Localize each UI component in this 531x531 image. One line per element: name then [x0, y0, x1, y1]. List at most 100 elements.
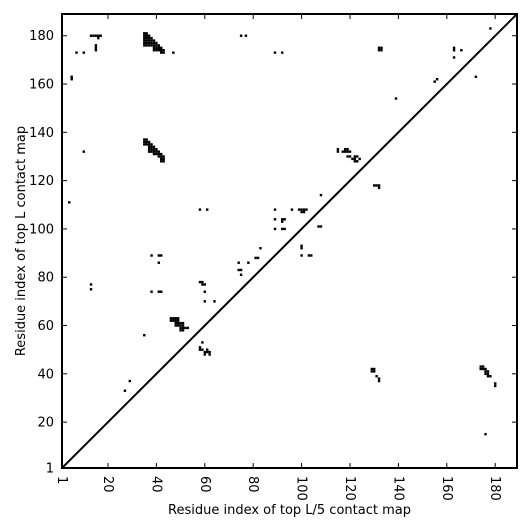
contact-point: [300, 208, 303, 211]
contact-point: [346, 150, 349, 153]
contact-point: [157, 150, 161, 153]
contact-point: [172, 319, 175, 322]
contact-point: [82, 150, 85, 153]
contact-point: [145, 143, 148, 146]
contact-point: [157, 290, 161, 293]
x-axis-label: Residue index of top L/5 contact map: [168, 503, 411, 518]
contact-point: [356, 155, 359, 158]
contact-point: [150, 254, 153, 257]
contact-point: [181, 324, 185, 327]
contact-point: [94, 46, 98, 50]
x-tick-label: 100: [294, 476, 309, 501]
contact-point: [150, 150, 153, 153]
contact-point: [198, 208, 202, 211]
contact-point: [155, 46, 158, 50]
contact-point: [155, 152, 158, 156]
contact-point: [481, 367, 485, 371]
contact-point: [474, 75, 478, 78]
contact-point: [348, 150, 352, 153]
contact-point: [377, 184, 381, 187]
contact-point: [160, 155, 163, 158]
contact-point: [203, 290, 206, 293]
x-tick-label: 1: [54, 476, 69, 484]
contact-point: [281, 51, 284, 54]
contact-point: [370, 367, 373, 371]
contact-point: [157, 44, 161, 47]
contact-point: [351, 157, 354, 161]
contact-point: [283, 227, 286, 231]
contact-point: [377, 186, 381, 190]
contact-point: [97, 34, 100, 37]
contact-point: [94, 44, 98, 47]
contact-point: [152, 41, 156, 45]
x-tick-label: 60: [197, 476, 212, 493]
contact-point: [162, 155, 165, 158]
contact-point: [94, 34, 98, 37]
contact-point: [353, 157, 357, 161]
contact-point: [152, 148, 156, 151]
contact-point: [494, 382, 497, 385]
contact-point: [68, 201, 71, 204]
contact-point: [162, 51, 165, 54]
contact-point: [152, 39, 156, 42]
contact-point: [377, 377, 381, 380]
contact-point: [160, 51, 163, 54]
contact-point: [150, 36, 153, 40]
contact-point: [307, 254, 311, 257]
contact-point: [145, 41, 148, 45]
contact-point: [152, 145, 156, 149]
contact-point: [273, 51, 277, 54]
contact-point: [172, 317, 175, 320]
contact-point: [486, 372, 490, 376]
y-tick-label: 60: [37, 319, 54, 334]
contact-point: [157, 254, 161, 257]
x-tick-label: 20: [100, 476, 115, 493]
x-tick-label: 40: [148, 476, 163, 493]
contact-point: [203, 353, 206, 356]
contact-point: [145, 32, 148, 35]
contact-point: [143, 143, 146, 146]
contact-point: [203, 350, 206, 354]
contact-point: [150, 290, 153, 293]
contact-point: [75, 51, 78, 54]
contact-point: [152, 44, 156, 47]
contact-point: [239, 268, 243, 272]
contact-point: [273, 208, 277, 211]
contact-point: [160, 46, 163, 50]
contact-point: [380, 49, 383, 52]
contact-point: [281, 220, 284, 223]
contact-point: [147, 145, 151, 149]
contact-point: [89, 34, 93, 37]
contact-point: [186, 326, 190, 330]
contact-point: [213, 300, 216, 303]
contact-point: [259, 247, 262, 250]
contact-point: [152, 150, 156, 153]
contact-point: [452, 49, 456, 52]
contact-point: [290, 208, 294, 211]
x-tick-label: 160: [439, 476, 454, 501]
contact-point: [201, 283, 204, 286]
contact-point: [484, 370, 487, 373]
contact-point: [283, 218, 286, 221]
x-tick-label: 180: [487, 476, 502, 501]
contact-point: [302, 208, 306, 211]
contact-point: [143, 32, 146, 35]
contact-point: [152, 46, 156, 50]
contact-point: [152, 152, 156, 156]
contact-point: [300, 247, 303, 250]
contact-point: [319, 225, 323, 228]
y-tick-label: 80: [37, 271, 54, 286]
contact-point: [179, 321, 182, 325]
contact-point: [273, 227, 277, 231]
diagonal-line: [61, 13, 518, 469]
contact-point: [123, 389, 127, 392]
contact-point: [179, 324, 182, 327]
contact-point: [460, 49, 463, 52]
contact-point: [179, 329, 182, 332]
contact-point: [237, 268, 240, 272]
contact-point: [143, 333, 146, 337]
contact-point: [203, 283, 206, 286]
contact-point: [380, 46, 383, 50]
contact-points: [68, 27, 497, 436]
contact-point: [99, 34, 102, 37]
